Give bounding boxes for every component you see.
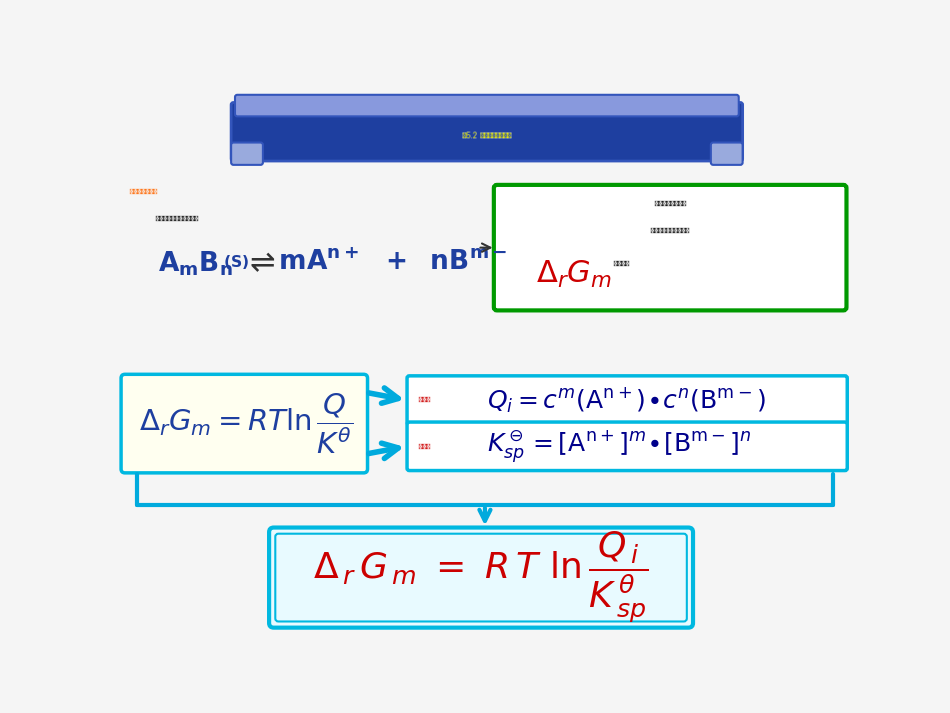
FancyBboxPatch shape [231,143,263,165]
Text: $Q_i = c^m(\mathrm{A^{n+}})\!\bullet\! c^n(\mathrm{B^{m-}})$: $Q_i = c^m(\mathrm{A^{n+}})\!\bullet\! c… [486,386,766,415]
Text: $\Delta_{\,r}\,G_{\,m}\ =\ R\,T\ \ln\dfrac{Q_{\,i}}{K^{\,\theta}_{\,sp}}$: $\Delta_{\,r}\,G_{\,m}\ =\ R\,T\ \ln\dfr… [314,530,649,625]
FancyBboxPatch shape [407,376,847,424]
FancyBboxPatch shape [711,143,743,165]
Text: $\Delta_r G_m = RT\ln\dfrac{Q}{K^\theta}$: $\Delta_r G_m = RT\ln\dfrac{Q}{K^\theta}… [139,391,353,456]
Text: $\mathbf{\ mA^{n+}\ \ +\ \ nB^{m-}}$: $\mathbf{\ mA^{n+}\ \ +\ \ nB^{m-}}$ [270,250,507,276]
FancyBboxPatch shape [494,185,846,310]
Text: $\rightleftharpoons$: $\rightleftharpoons$ [244,250,276,279]
FancyBboxPatch shape [119,86,855,635]
Text: $\mathbf{_{(S)}}$: $\mathbf{_{(S)}}$ [223,252,250,272]
Text: $\mathbf{A_mB_{n}}$: $\mathbf{A_mB_{n}}$ [158,250,232,278]
FancyBboxPatch shape [235,95,739,116]
Text: $K^\ominus_{sp} = [\mathrm{A^{n+}}]^m\!\bullet\![\mathrm{B^{m-}}]^n$: $K^\ominus_{sp} = [\mathrm{A^{n+}}]^m\!\… [486,428,751,465]
FancyBboxPatch shape [121,374,368,473]
FancyBboxPatch shape [269,528,693,627]
FancyBboxPatch shape [231,103,743,161]
Text: $\mathit{\Delta_r G_m}$: $\mathit{\Delta_r G_m}$ [536,259,612,290]
FancyBboxPatch shape [407,422,847,471]
